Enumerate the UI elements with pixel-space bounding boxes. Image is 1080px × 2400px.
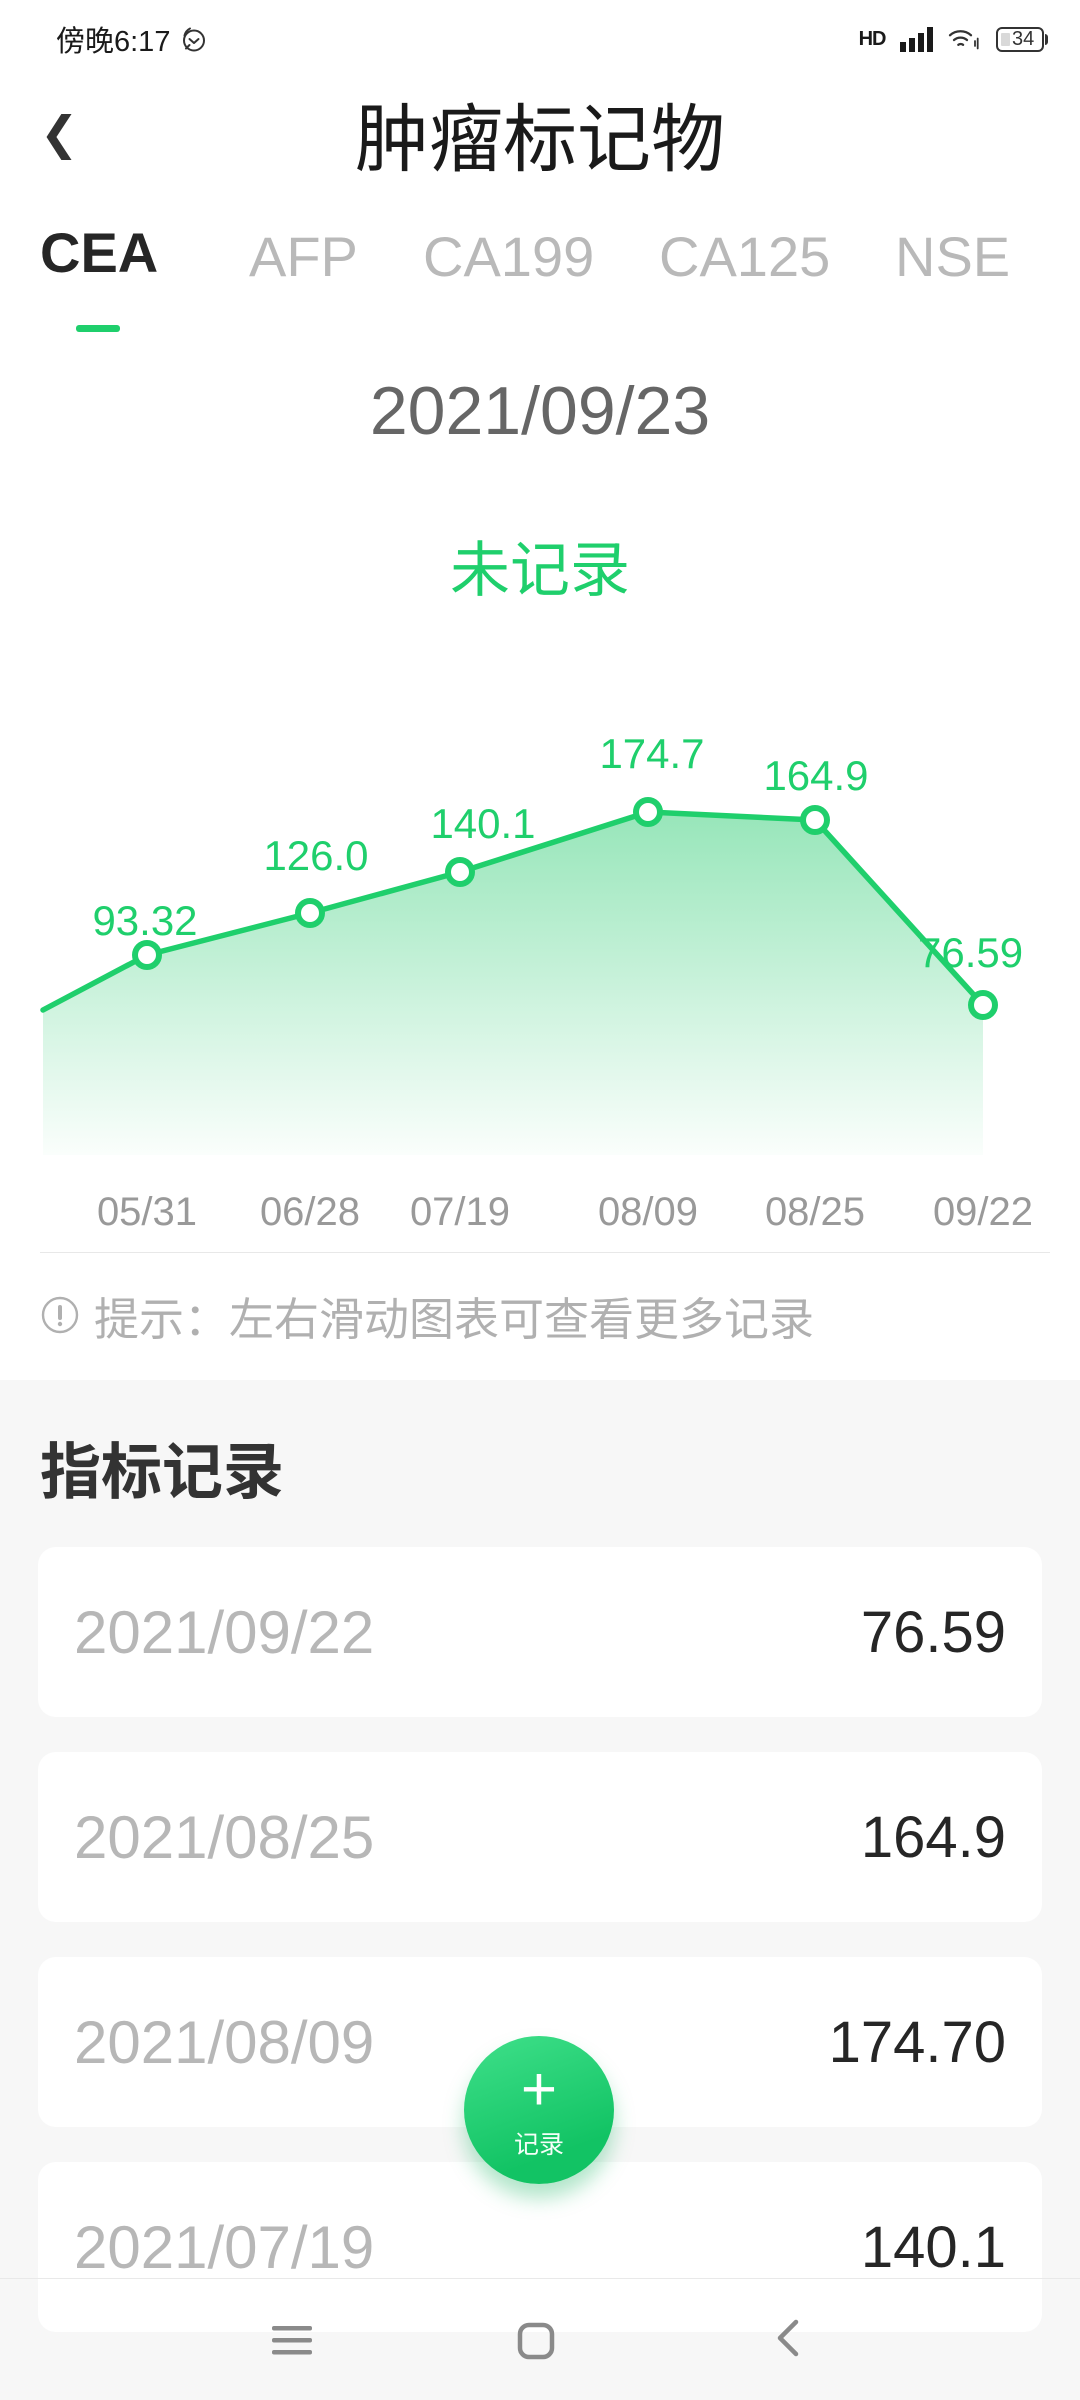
svg-text:164.9: 164.9 [763,752,868,799]
svg-text:08/25: 08/25 [765,1190,865,1234]
svg-text:05/31: 05/31 [97,1190,197,1234]
svg-text:06/28: 06/28 [260,1190,360,1234]
svg-text:08/09: 08/09 [598,1190,698,1234]
svg-text:07/19: 07/19 [410,1190,510,1234]
svg-text:76.59: 76.59 [918,929,1023,976]
svg-text:09/22: 09/22 [933,1190,1033,1234]
svg-text:126.0: 126.0 [263,832,368,879]
svg-text:93.32: 93.32 [92,897,197,944]
svg-text:140.1: 140.1 [430,800,535,847]
svg-text:174.7: 174.7 [599,730,704,777]
